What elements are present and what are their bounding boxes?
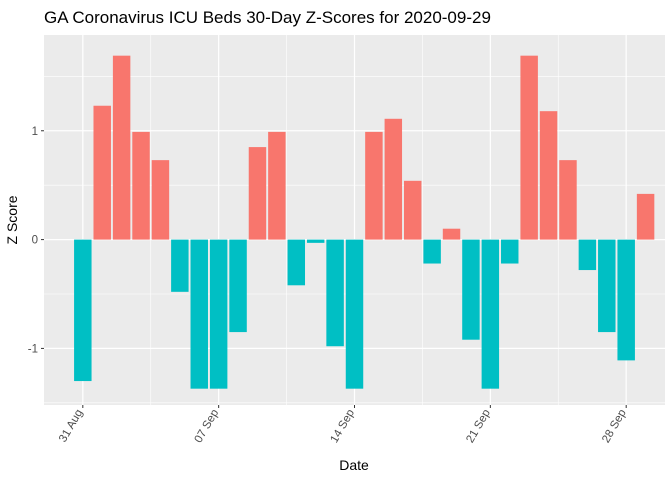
y-axis-title: Z Score [4, 195, 20, 244]
bar [93, 105, 111, 240]
bar [268, 131, 286, 240]
bar [578, 239, 597, 271]
x-axis-title: Date [339, 457, 369, 473]
x-tick-label: 31 Aug [57, 408, 85, 445]
y-tick-label: 0 [32, 235, 38, 247]
bar [365, 131, 383, 240]
bar [112, 55, 131, 240]
bar [306, 239, 325, 243]
bar [74, 239, 92, 382]
y-tick-label: -1 [28, 343, 38, 355]
bar [462, 239, 480, 340]
bar [248, 147, 267, 240]
chart-title: GA Coronavirus ICU Beds 30-Day Z-Scores … [44, 8, 491, 27]
bar [171, 239, 189, 292]
bar [384, 118, 403, 240]
bar [423, 239, 441, 264]
bar [559, 160, 577, 240]
y-axis: -1 0 1 [28, 126, 44, 355]
bar [403, 180, 422, 240]
bar [151, 160, 170, 240]
bar [520, 55, 538, 240]
bars [74, 55, 655, 389]
x-tick-label: 21 Sep [464, 408, 493, 446]
bar [539, 111, 558, 240]
bar [132, 131, 150, 240]
x-tick-label: 07 Sep [193, 408, 222, 446]
bar [636, 193, 655, 240]
bar [442, 228, 461, 240]
x-tick-label: 28 Sep [600, 408, 629, 446]
x-axis: 31 Aug 07 Sep 14 Sep 21 Sep 28 Sep [57, 405, 629, 445]
x-tick-label: 14 Sep [328, 408, 357, 446]
bar [501, 239, 519, 264]
bar [326, 239, 344, 347]
bar [617, 239, 635, 361]
bar [481, 239, 500, 389]
bar [287, 239, 306, 286]
y-tick-label: 1 [32, 126, 38, 138]
bar [209, 239, 228, 389]
bar [345, 239, 364, 389]
bar [598, 239, 616, 333]
bar [190, 239, 208, 389]
bar [229, 239, 247, 333]
